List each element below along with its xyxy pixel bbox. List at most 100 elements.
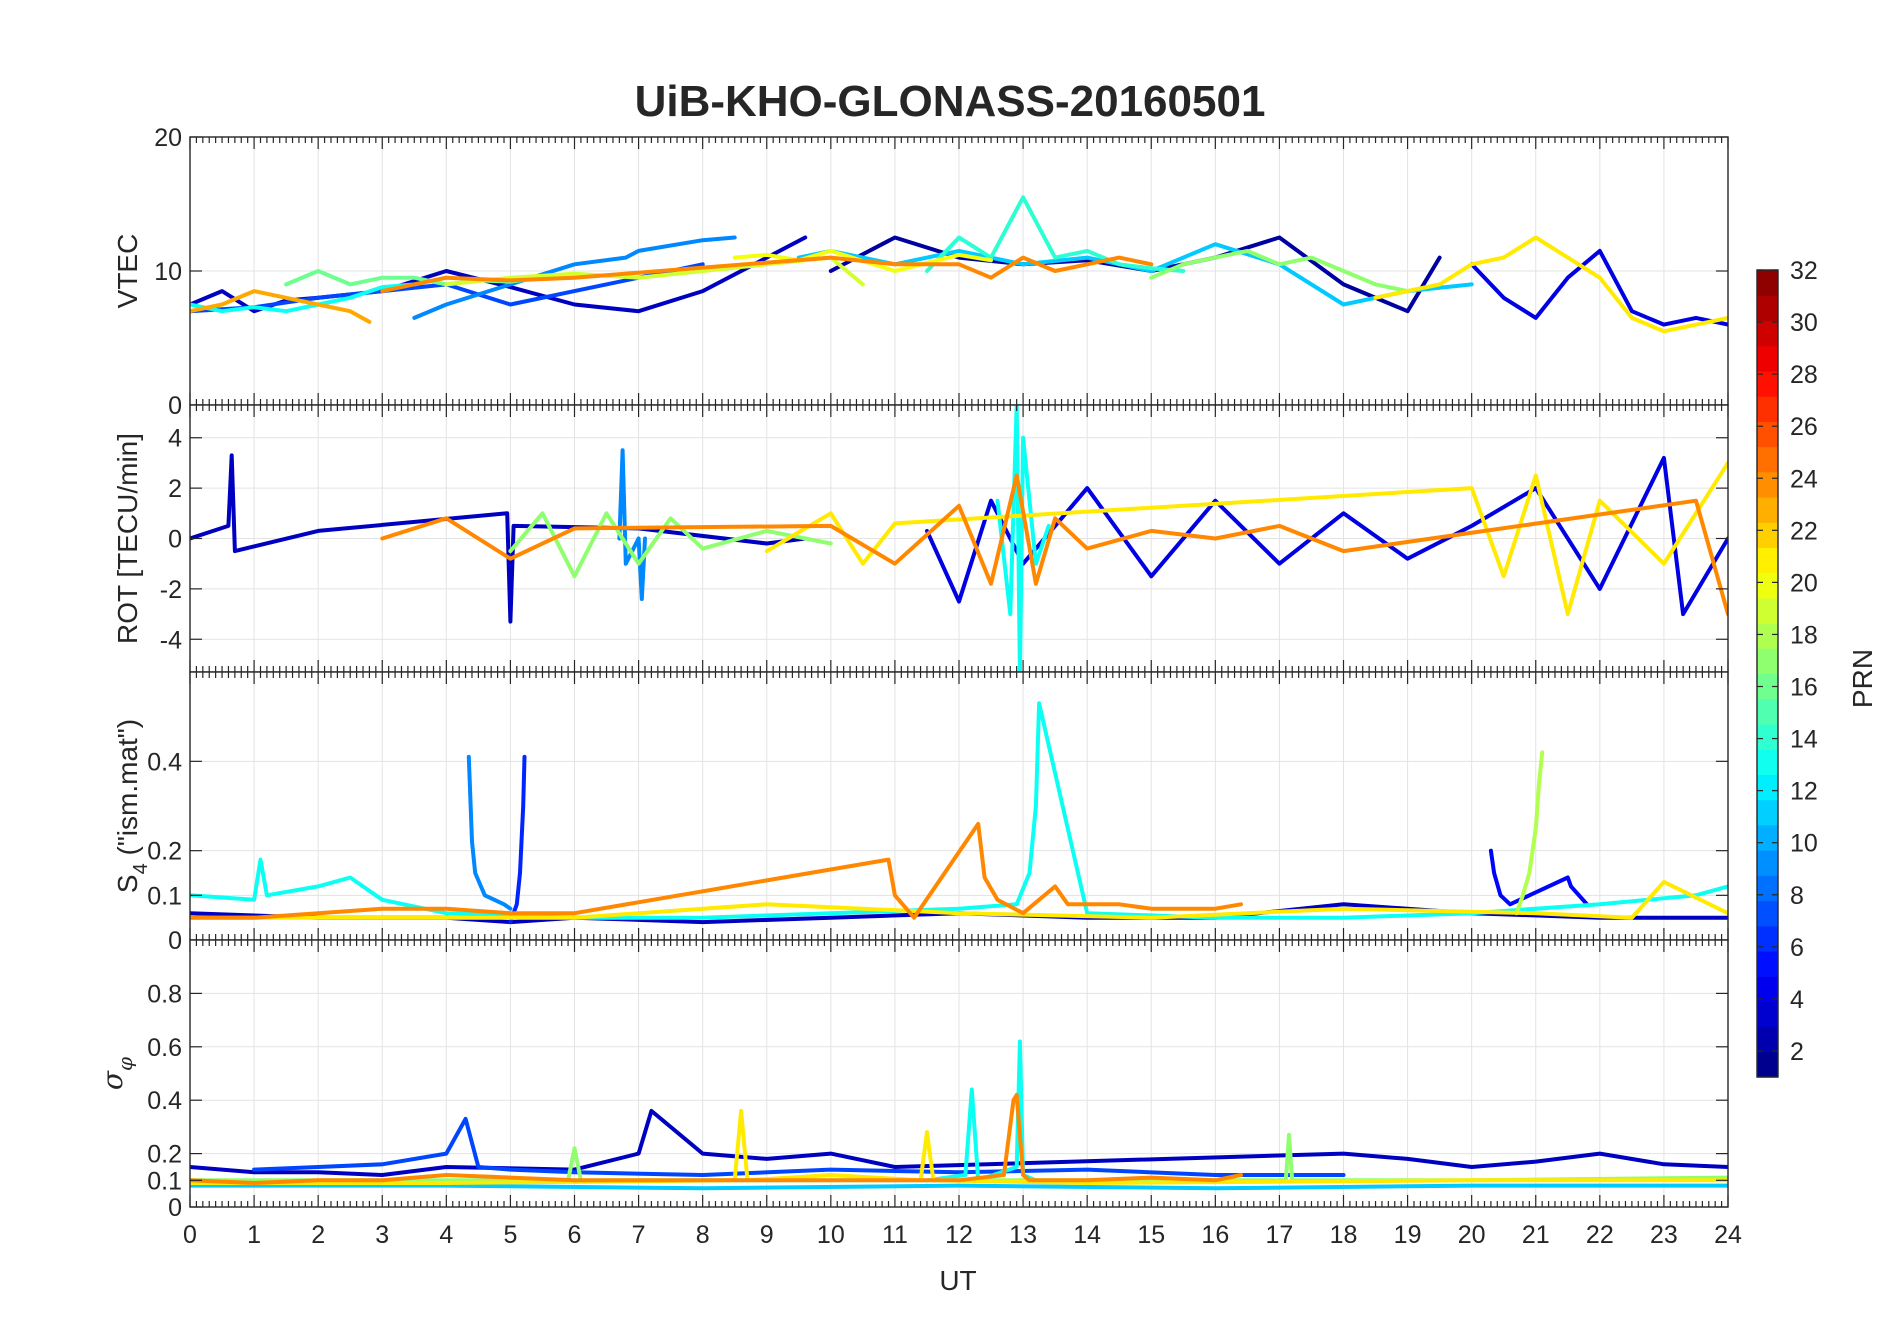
- colorbar-segment: [1757, 799, 1778, 826]
- colorbar-segment: [1757, 1051, 1778, 1078]
- y-tick-label: 0: [168, 526, 182, 554]
- colorbar-tick-label: 6: [1790, 934, 1804, 962]
- series-line-prn-13: [995, 405, 1051, 672]
- x-tick-label: 16: [1201, 1221, 1229, 1249]
- y-tick-label: -2: [160, 576, 182, 604]
- colorbar-segment: [1757, 648, 1778, 675]
- colorbar-segment: [1757, 673, 1778, 700]
- colorbar-tick-label: 20: [1790, 569, 1818, 597]
- series-group: [190, 701, 1728, 925]
- colorbar-tick-label: 10: [1790, 830, 1818, 858]
- series-line-prn-4: [1469, 248, 1728, 327]
- x-tick-label: 4: [439, 1221, 453, 1249]
- colorbar-tick-label: 22: [1790, 517, 1818, 545]
- colorbar-segment: [1757, 522, 1778, 549]
- colorbar-segment: [1757, 421, 1778, 448]
- colorbar-segment: [1757, 370, 1778, 397]
- y-tick-label: 0: [168, 927, 182, 955]
- y-tick-label: 0.1: [147, 882, 182, 910]
- x-tick-label: 10: [817, 1221, 845, 1249]
- colorbar-segment: [1757, 547, 1778, 574]
- y-tick-label: 0.4: [147, 748, 182, 776]
- series-group: [190, 195, 1728, 334]
- x-tick-label: 20: [1458, 1221, 1486, 1249]
- series-line-prn-14: [925, 195, 1186, 273]
- y-axis-label: S4 ("ism.mat"): [112, 719, 152, 893]
- y-tick-label: 0: [168, 392, 182, 420]
- series-line-prn-17: [508, 511, 833, 579]
- colorbar-segment: [1757, 925, 1778, 952]
- series-line-prn-5: [1488, 848, 1589, 907]
- colorbar-segment: [1757, 623, 1778, 649]
- y-tick-label: 0.8: [147, 980, 182, 1008]
- colorbar-segment: [1757, 824, 1778, 851]
- colorbar-segment: [1757, 774, 1778, 801]
- series-line-prn-21: [764, 460, 1728, 617]
- y-axis-label: σφ: [96, 1057, 137, 1090]
- series-line-prn-21: [1373, 235, 1728, 334]
- colorbar-tick-label: 26: [1790, 413, 1818, 441]
- colorbar-segment: [1757, 698, 1778, 725]
- y-tick-label: 4: [168, 425, 182, 453]
- series-line-prn-23: [190, 289, 372, 324]
- series-line-prn-21: [190, 879, 1728, 920]
- colorbar-label: PRN: [1847, 649, 1878, 708]
- y-axis-label: ROT [TECU/min]: [112, 433, 143, 644]
- x-tick-label: 1: [247, 1221, 261, 1249]
- colorbar-tick-label: 12: [1790, 778, 1818, 806]
- series-line-prn-9: [412, 235, 737, 320]
- y-tick-label: 0.4: [147, 1087, 182, 1115]
- panel-2: -4 -2 0 2 4 ROT [TECU/min]: [112, 404, 1729, 673]
- x-tick-label: 22: [1586, 1221, 1614, 1249]
- colorbar-segment: [1757, 976, 1778, 1002]
- y-tick-label: 0: [168, 1194, 182, 1222]
- colorbar-segment: [1757, 446, 1778, 473]
- x-tick-label: 11: [882, 1221, 908, 1249]
- x-tick-label: 12: [945, 1221, 973, 1249]
- chart-title: UiB-KHO-GLONASS-20160501: [635, 77, 1266, 126]
- colorbar-segment: [1757, 345, 1778, 372]
- x-tick-label: 13: [1009, 1221, 1037, 1249]
- colorbar-segment: [1757, 295, 1778, 322]
- colorbar-segment: [1757, 572, 1778, 599]
- series-line-prn-3: [190, 1108, 1728, 1177]
- series-line-prn-6: [508, 754, 527, 925]
- y-tick-label: 0.2: [147, 838, 182, 866]
- x-tick-label: 3: [375, 1221, 389, 1249]
- x-tick-label: 15: [1137, 1221, 1165, 1249]
- colorbar-tick-label: 32: [1790, 257, 1818, 285]
- colorbar-tick-label: 24: [1790, 465, 1818, 493]
- colorbar-tick-label: 14: [1790, 726, 1818, 754]
- x-tick-label: 0: [183, 1221, 197, 1249]
- series-line-prn-24: [380, 255, 1154, 294]
- colorbar-tick-label: 2: [1790, 1038, 1804, 1066]
- x-tick-label: 14: [1073, 1221, 1101, 1249]
- colorbar-frame: [1756, 269, 1779, 1078]
- y-axis-label: VTEC: [112, 234, 143, 309]
- x-tick-label: 23: [1650, 1221, 1678, 1249]
- colorbar-tick-label: 8: [1790, 882, 1804, 910]
- series-line-prn-11: [190, 1183, 1728, 1191]
- series-line-prn-24: [380, 473, 1728, 617]
- panel-4: 00.10.2 0.4 0.6 0.8 σφ: [96, 939, 1729, 1222]
- y-tick-label: -4: [160, 626, 182, 654]
- series-line-prn-9: [466, 754, 513, 911]
- panel-1: 0 10 20 VTEC: [112, 124, 1729, 420]
- x-axis-label: UT: [939, 1265, 976, 1296]
- x-tick-label: 24: [1714, 1221, 1742, 1249]
- series-line-prn-24: [190, 821, 1243, 920]
- x-tick-label: 17: [1266, 1221, 1294, 1249]
- panel-3: 0 0.1 0.2 0.4S4 ("ism.mat"): [112, 671, 1729, 955]
- colorbar-tick-label: 18: [1790, 621, 1818, 649]
- colorbar-tick-label: 28: [1790, 361, 1818, 389]
- colorbar-segment: [1757, 396, 1778, 422]
- colorbar-segment: [1757, 320, 1778, 347]
- colorbar-tick-label: 16: [1790, 674, 1818, 702]
- x-tick-label: 18: [1330, 1221, 1358, 1249]
- x-tick-label: 8: [696, 1221, 710, 1249]
- series-line-prn-24: [190, 1092, 1243, 1185]
- series-line-prn-18: [1514, 750, 1545, 916]
- x-tick-label: 5: [503, 1221, 517, 1249]
